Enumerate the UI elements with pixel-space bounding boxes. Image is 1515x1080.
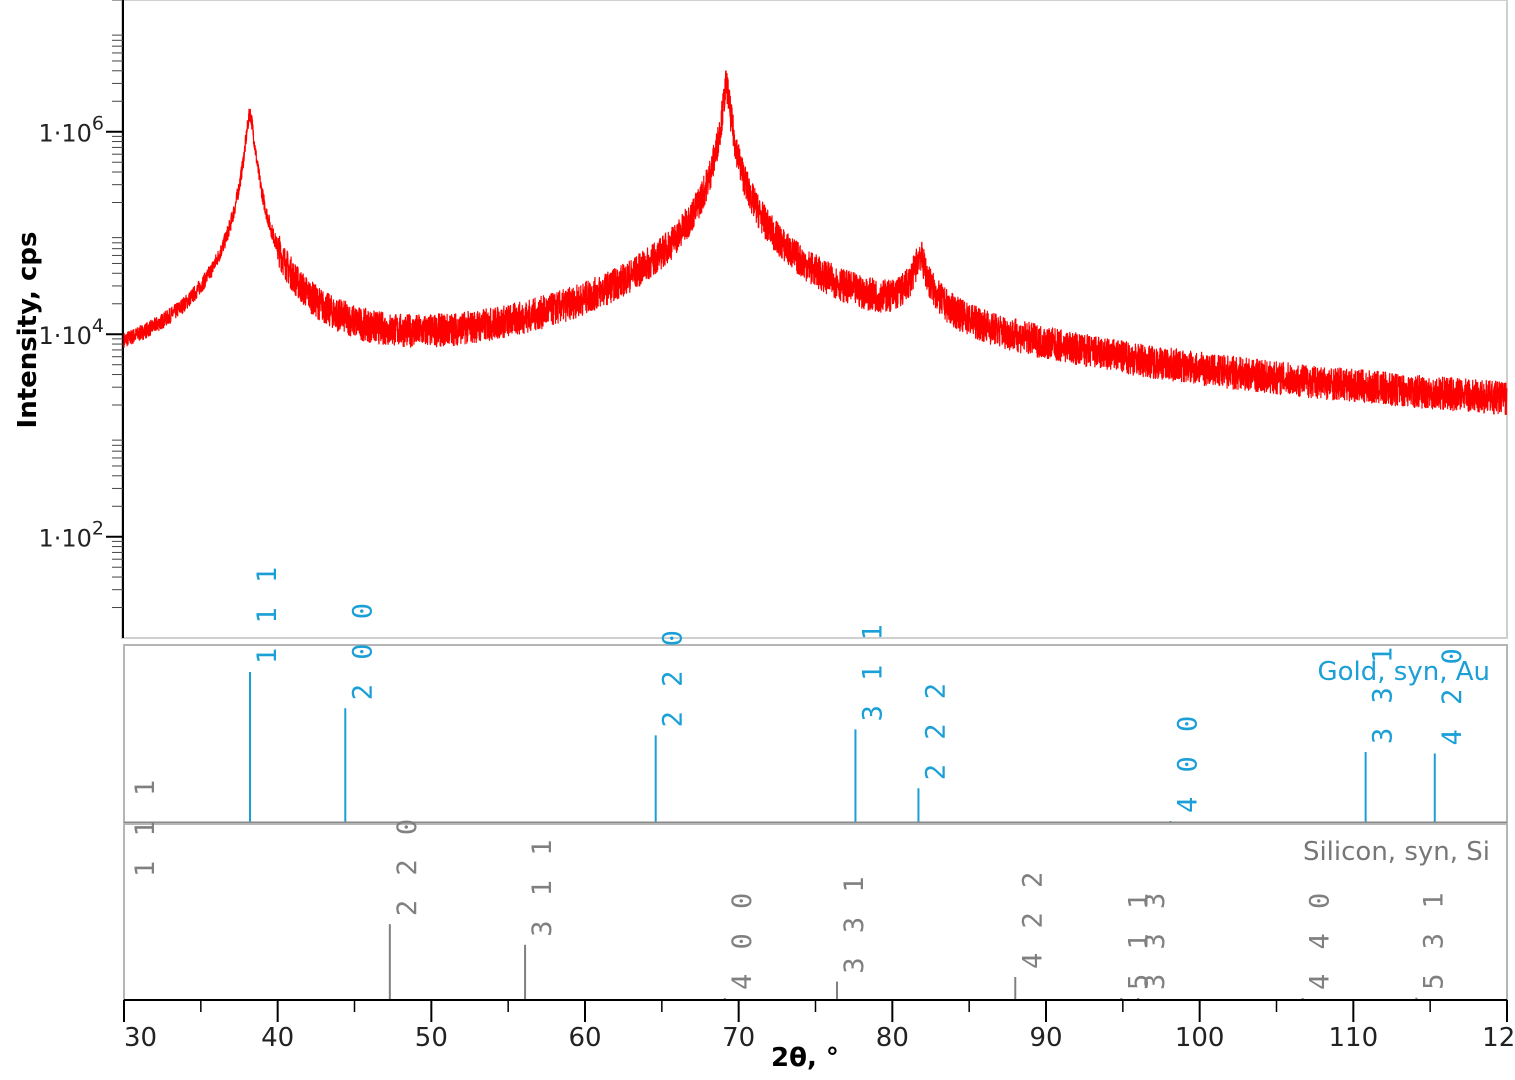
y-axis-label: Intensity, cps [13,232,43,429]
gold-reflections: 1 1 1 2 0 0 2 2 0 3 1 1 2 2 2 4 0 0 3 3 1 4 2 0 [249,563,1468,823]
y-tick-label: 1·106 [38,113,104,148]
x-tick-label: 90 [1029,1023,1062,1053]
gold-hkl-label: 1 1 1 [252,563,283,664]
x-tick-label: 100 [1175,1023,1225,1053]
gold-hkl-label: 3 1 1 [857,620,888,721]
silicon-hkl-label: 5 1 1 [1123,889,1154,990]
y-tick-label: 1·102 [38,518,104,553]
x-tick-label: 40 [261,1023,294,1053]
gold-hkl-label: 4 2 0 [1437,644,1468,745]
x-ticks: 30 40 50 60 70 80 90 100 110 120 [123,1000,1515,1053]
gold-panel-title: Gold, syn, Au [1317,657,1490,687]
silicon-panel-frame [123,823,1508,1001]
x-tick-label: 120 [1482,1023,1515,1053]
x-axis-label: 2θ, ° [771,1043,839,1073]
gold-panel-frame [123,644,1508,824]
xrd-trace [123,70,1508,415]
y-minor-ticks [112,0,123,609]
x-tick-label: 110 [1329,1023,1379,1053]
silicon-hkl-label: 2 2 0 [392,815,423,916]
silicon-panel-title: Silicon, syn, Si [1303,837,1490,867]
gold-hkl-label: 2 0 0 [347,599,378,700]
silicon-hkl-label: 3 3 1 [839,872,870,973]
x-tick-label: 70 [722,1023,755,1053]
silicon-hkl-label: 4 4 0 [1305,889,1336,990]
silicon-reflections: 1 1 1 2 2 0 3 1 1 4 0 0 3 3 1 4 2 2 5 1 13 3 3… [130,776,1449,1000]
gold-hkl-label: 2 2 2 [920,679,951,780]
x-tick-label: 80 [876,1023,909,1053]
y-tick-label: 1·104 [38,315,104,350]
silicon-hkl-label: 5 3 1 [1418,888,1449,989]
gold-hkl-label: 3 3 1 [1368,643,1399,744]
silicon-hkl-label: 3 3 3 [1140,889,1171,990]
gold-hkl-label: 2 2 0 [658,626,689,727]
silicon-hkl-label: 1 1 1 [130,776,161,877]
gold-hkl-label: 4 0 0 [1172,712,1203,813]
silicon-hkl-label: 4 2 2 [1017,868,1048,969]
silicon-hkl-label: 3 1 1 [527,836,558,937]
x-tick-label: 50 [415,1023,448,1053]
x-tick-label: 30 [124,1023,157,1053]
x-tick-label: 60 [568,1023,601,1053]
silicon-hkl-label: 4 0 0 [727,889,758,990]
y-major-ticks: 1·102 1·104 1·106 [38,113,123,553]
